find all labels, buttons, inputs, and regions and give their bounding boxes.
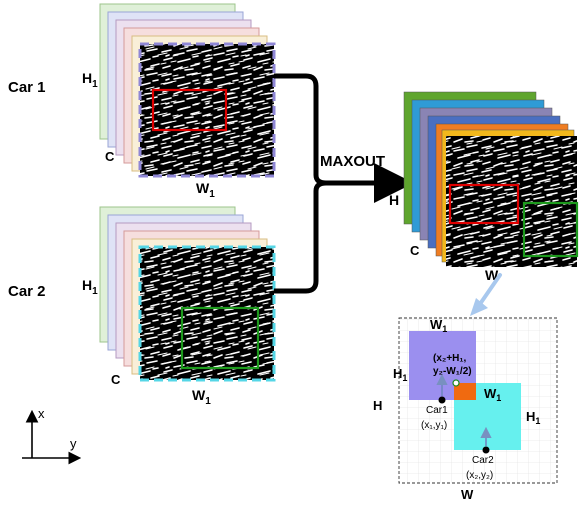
- x-axis-label: x: [38, 406, 45, 421]
- output-feature-stack: [403, 91, 579, 267]
- maxout-label: MAXOUT: [320, 153, 385, 170]
- car1-channel-label: C: [105, 149, 115, 164]
- detail-outer-height: H: [373, 398, 382, 413]
- detail-width-top: W1: [430, 317, 447, 334]
- car2-roi-box: [180, 306, 260, 370]
- zoom-arrow: [478, 273, 502, 306]
- detail-mid-width: W1: [484, 386, 501, 403]
- axes-indicator: [22, 409, 82, 465]
- maxout-merge-arrows: [274, 73, 414, 294]
- car1-width-label: W1: [196, 180, 215, 200]
- output-height-label: H: [389, 192, 399, 208]
- car2-name: Car2: [472, 455, 494, 466]
- car1-feature-stack: [99, 3, 276, 178]
- output-roi-car1: [448, 183, 520, 225]
- car2-channel-label: C: [111, 372, 121, 387]
- detail-right-height: H1: [526, 409, 540, 426]
- car2-width-label: W1: [192, 387, 211, 407]
- offset-point: [452, 379, 460, 387]
- offset-label-line2: y₂-W₁/2): [433, 366, 472, 377]
- detail-panel: [398, 317, 558, 484]
- car1-height-label: H1: [82, 70, 98, 90]
- car1-name: Car1: [426, 405, 448, 416]
- car1-label: Car 1: [8, 79, 46, 96]
- car1-roi-box: [151, 88, 228, 132]
- car2-map-border: [138, 245, 276, 382]
- car2-height-label: H1: [82, 277, 98, 297]
- car1-map-border: [138, 42, 276, 178]
- car1-coord: (x₁,y₁): [421, 420, 447, 431]
- overlap-region: [454, 383, 476, 400]
- car2-label: Car 2: [8, 283, 46, 300]
- output-channel-label: C: [410, 243, 420, 258]
- y-axis-label: y: [70, 436, 77, 451]
- output-roi-car2: [522, 201, 579, 258]
- car2-feature-stack: [99, 206, 276, 382]
- car2-anchor: [482, 446, 490, 454]
- offset-label-line1: (x₂+H₁,: [433, 353, 467, 364]
- car1-anchor: [438, 396, 446, 404]
- car2-coord: (x₂,y₂): [466, 470, 493, 481]
- detail-height-left: H1: [393, 366, 407, 383]
- detail-outer-width: W: [461, 487, 474, 502]
